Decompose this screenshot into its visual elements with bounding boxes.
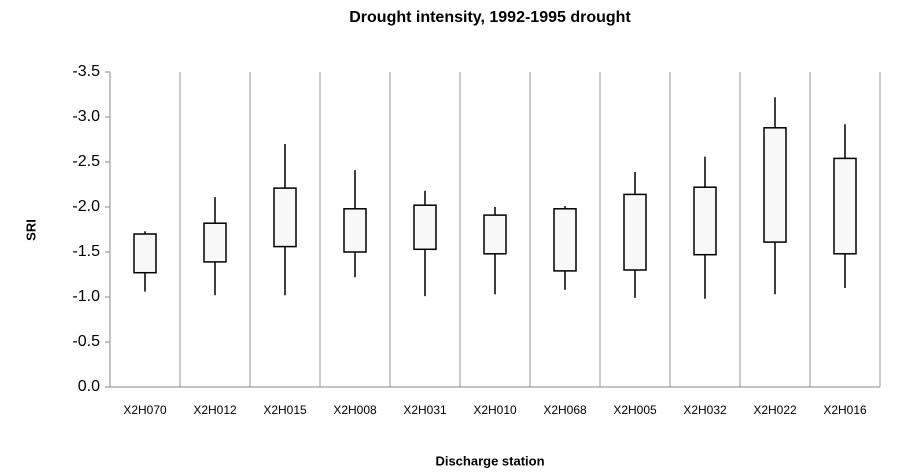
x-tick-label: X2H008 [333,403,377,417]
box [203,222,227,263]
box [343,208,367,253]
y-tick-label: -3.5 [72,63,100,80]
x-tick-label: X2H031 [403,403,447,417]
box [623,193,647,271]
box [413,204,437,251]
y-tick-label: -3.0 [72,108,100,125]
x-tick-label: X2H016 [823,403,867,417]
box [483,214,507,255]
y-tick-label: -1.0 [72,288,100,305]
x-tick-label: X2H010 [473,403,517,417]
x-tick-label: X2H022 [753,403,797,417]
x-tick-label: X2H070 [123,403,167,417]
box [763,127,787,243]
box [273,187,297,248]
x-tick-label: X2H012 [193,403,237,417]
x-tick-label: X2H032 [683,403,727,417]
y-tick-label: -2.5 [72,153,100,170]
chart-title: Drought intensity, 1992-1995 drought [349,9,631,26]
box [553,208,577,272]
box [133,233,157,274]
y-tick-label: -2.0 [72,198,100,215]
x-tick-label: X2H005 [613,403,657,417]
y-tick-label: -1.5 [72,243,100,260]
y-tick-label: -0.5 [72,333,100,350]
x-tick-label: X2H015 [263,403,307,417]
y-axis-title: SRI [23,219,38,241]
x-axis-title: Discharge station [435,453,544,468]
box [833,157,857,255]
y-tick-label: 0.0 [78,378,100,395]
x-tick-label: X2H068 [543,403,587,417]
box [693,186,717,256]
